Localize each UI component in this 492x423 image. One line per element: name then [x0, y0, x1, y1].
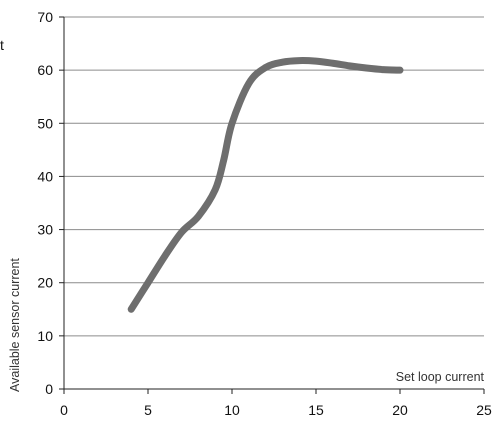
x-tick-labels: 0 5 10 15 20 25 — [60, 402, 492, 418]
y-tick-70: 70 — [37, 9, 53, 25]
y-axis-title: Available sensor current — [8, 258, 22, 392]
series-group — [127, 57, 404, 313]
y-tick-20: 20 — [37, 275, 53, 291]
y-tick-50: 50 — [37, 115, 53, 131]
series-line-0 — [127, 57, 404, 313]
y-tick-30: 30 — [37, 222, 53, 238]
x-tick-20: 20 — [392, 402, 408, 418]
y-tick-60: 60 — [37, 62, 53, 78]
x-tick-5: 5 — [144, 402, 152, 418]
y-tick-40: 40 — [37, 168, 53, 184]
y-tick-0: 0 — [45, 381, 53, 397]
x-tick-25: 25 — [476, 402, 492, 418]
axes — [59, 16, 485, 394]
gridlines — [64, 16, 484, 337]
clipped-label-fragment: t — [0, 37, 4, 53]
x-tick-0: 0 — [60, 402, 68, 418]
y-tick-10: 10 — [37, 328, 53, 344]
x-axis-title: Set loop current — [396, 370, 485, 384]
x-tick-15: 15 — [308, 402, 324, 418]
x-tick-10: 10 — [224, 402, 240, 418]
y-tick-labels: 0 10 20 30 40 50 60 70 — [37, 9, 53, 397]
